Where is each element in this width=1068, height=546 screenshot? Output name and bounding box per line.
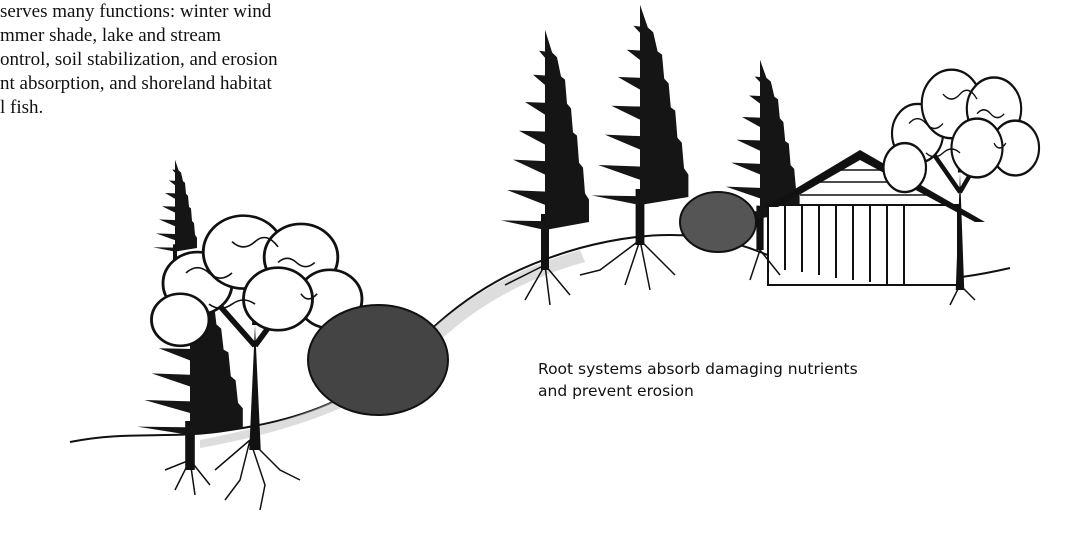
conifer [592,5,689,245]
conifer [501,30,589,270]
intro-line: serves many functions: winter wind [0,0,278,24]
caption: Root systems absorb damaging nutrients a… [538,358,858,402]
shrub [680,192,756,252]
caption-line: and prevent erosion [538,380,858,402]
intro-line: mmer shade, lake and stream [0,24,278,48]
page: {"intro_text": {"lines": ["serves many f… [0,0,1068,546]
intro-line: l fish. [0,96,278,120]
cabin [765,150,985,285]
shrub [308,305,448,415]
intro-text: serves many functions: winter wind mmer … [0,0,278,120]
intro-line: nt absorption, and shoreland habitat [0,72,278,96]
caption-line: Root systems absorb damaging nutrients [538,358,858,380]
intro-line: ontrol, soil stabilization, and erosion [0,48,278,72]
